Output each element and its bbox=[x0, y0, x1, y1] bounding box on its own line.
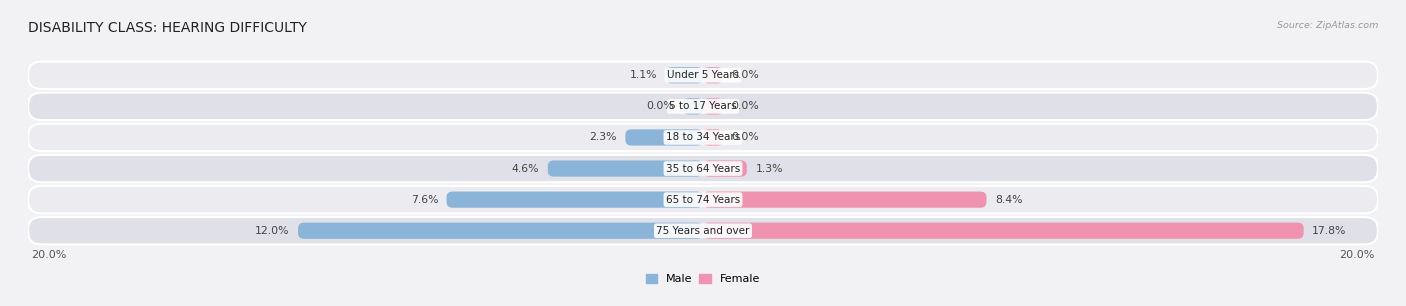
FancyBboxPatch shape bbox=[703, 98, 723, 114]
Text: 35 to 64 Years: 35 to 64 Years bbox=[666, 163, 740, 174]
FancyBboxPatch shape bbox=[683, 98, 703, 114]
Text: 7.6%: 7.6% bbox=[411, 195, 439, 205]
Text: 1.3%: 1.3% bbox=[755, 163, 783, 174]
FancyBboxPatch shape bbox=[28, 62, 1378, 89]
Text: 20.0%: 20.0% bbox=[31, 250, 67, 260]
Legend: Male, Female: Male, Female bbox=[641, 269, 765, 289]
FancyBboxPatch shape bbox=[28, 124, 1378, 151]
Text: 0.0%: 0.0% bbox=[647, 101, 675, 111]
Text: 1.1%: 1.1% bbox=[630, 70, 658, 80]
Text: 75 Years and over: 75 Years and over bbox=[657, 226, 749, 236]
Text: 5 to 17 Years: 5 to 17 Years bbox=[669, 101, 737, 111]
FancyBboxPatch shape bbox=[548, 160, 703, 177]
Text: Source: ZipAtlas.com: Source: ZipAtlas.com bbox=[1277, 21, 1378, 30]
FancyBboxPatch shape bbox=[447, 192, 703, 208]
Text: 12.0%: 12.0% bbox=[254, 226, 290, 236]
Text: 4.6%: 4.6% bbox=[512, 163, 540, 174]
FancyBboxPatch shape bbox=[703, 223, 1303, 239]
Text: 17.8%: 17.8% bbox=[1312, 226, 1347, 236]
FancyBboxPatch shape bbox=[703, 67, 723, 83]
Text: 18 to 34 Years: 18 to 34 Years bbox=[666, 132, 740, 143]
FancyBboxPatch shape bbox=[298, 223, 703, 239]
FancyBboxPatch shape bbox=[666, 67, 703, 83]
FancyBboxPatch shape bbox=[28, 155, 1378, 182]
Text: 20.0%: 20.0% bbox=[1339, 250, 1375, 260]
FancyBboxPatch shape bbox=[626, 129, 703, 146]
Text: 0.0%: 0.0% bbox=[731, 70, 759, 80]
FancyBboxPatch shape bbox=[703, 192, 987, 208]
Text: DISABILITY CLASS: HEARING DIFFICULTY: DISABILITY CLASS: HEARING DIFFICULTY bbox=[28, 21, 307, 35]
Text: Under 5 Years: Under 5 Years bbox=[666, 70, 740, 80]
FancyBboxPatch shape bbox=[703, 160, 747, 177]
FancyBboxPatch shape bbox=[703, 129, 723, 146]
FancyBboxPatch shape bbox=[28, 217, 1378, 244]
Text: 0.0%: 0.0% bbox=[731, 101, 759, 111]
Text: 8.4%: 8.4% bbox=[995, 195, 1022, 205]
Text: 2.3%: 2.3% bbox=[589, 132, 617, 143]
Text: 0.0%: 0.0% bbox=[731, 132, 759, 143]
FancyBboxPatch shape bbox=[28, 186, 1378, 213]
FancyBboxPatch shape bbox=[28, 93, 1378, 120]
Text: 65 to 74 Years: 65 to 74 Years bbox=[666, 195, 740, 205]
